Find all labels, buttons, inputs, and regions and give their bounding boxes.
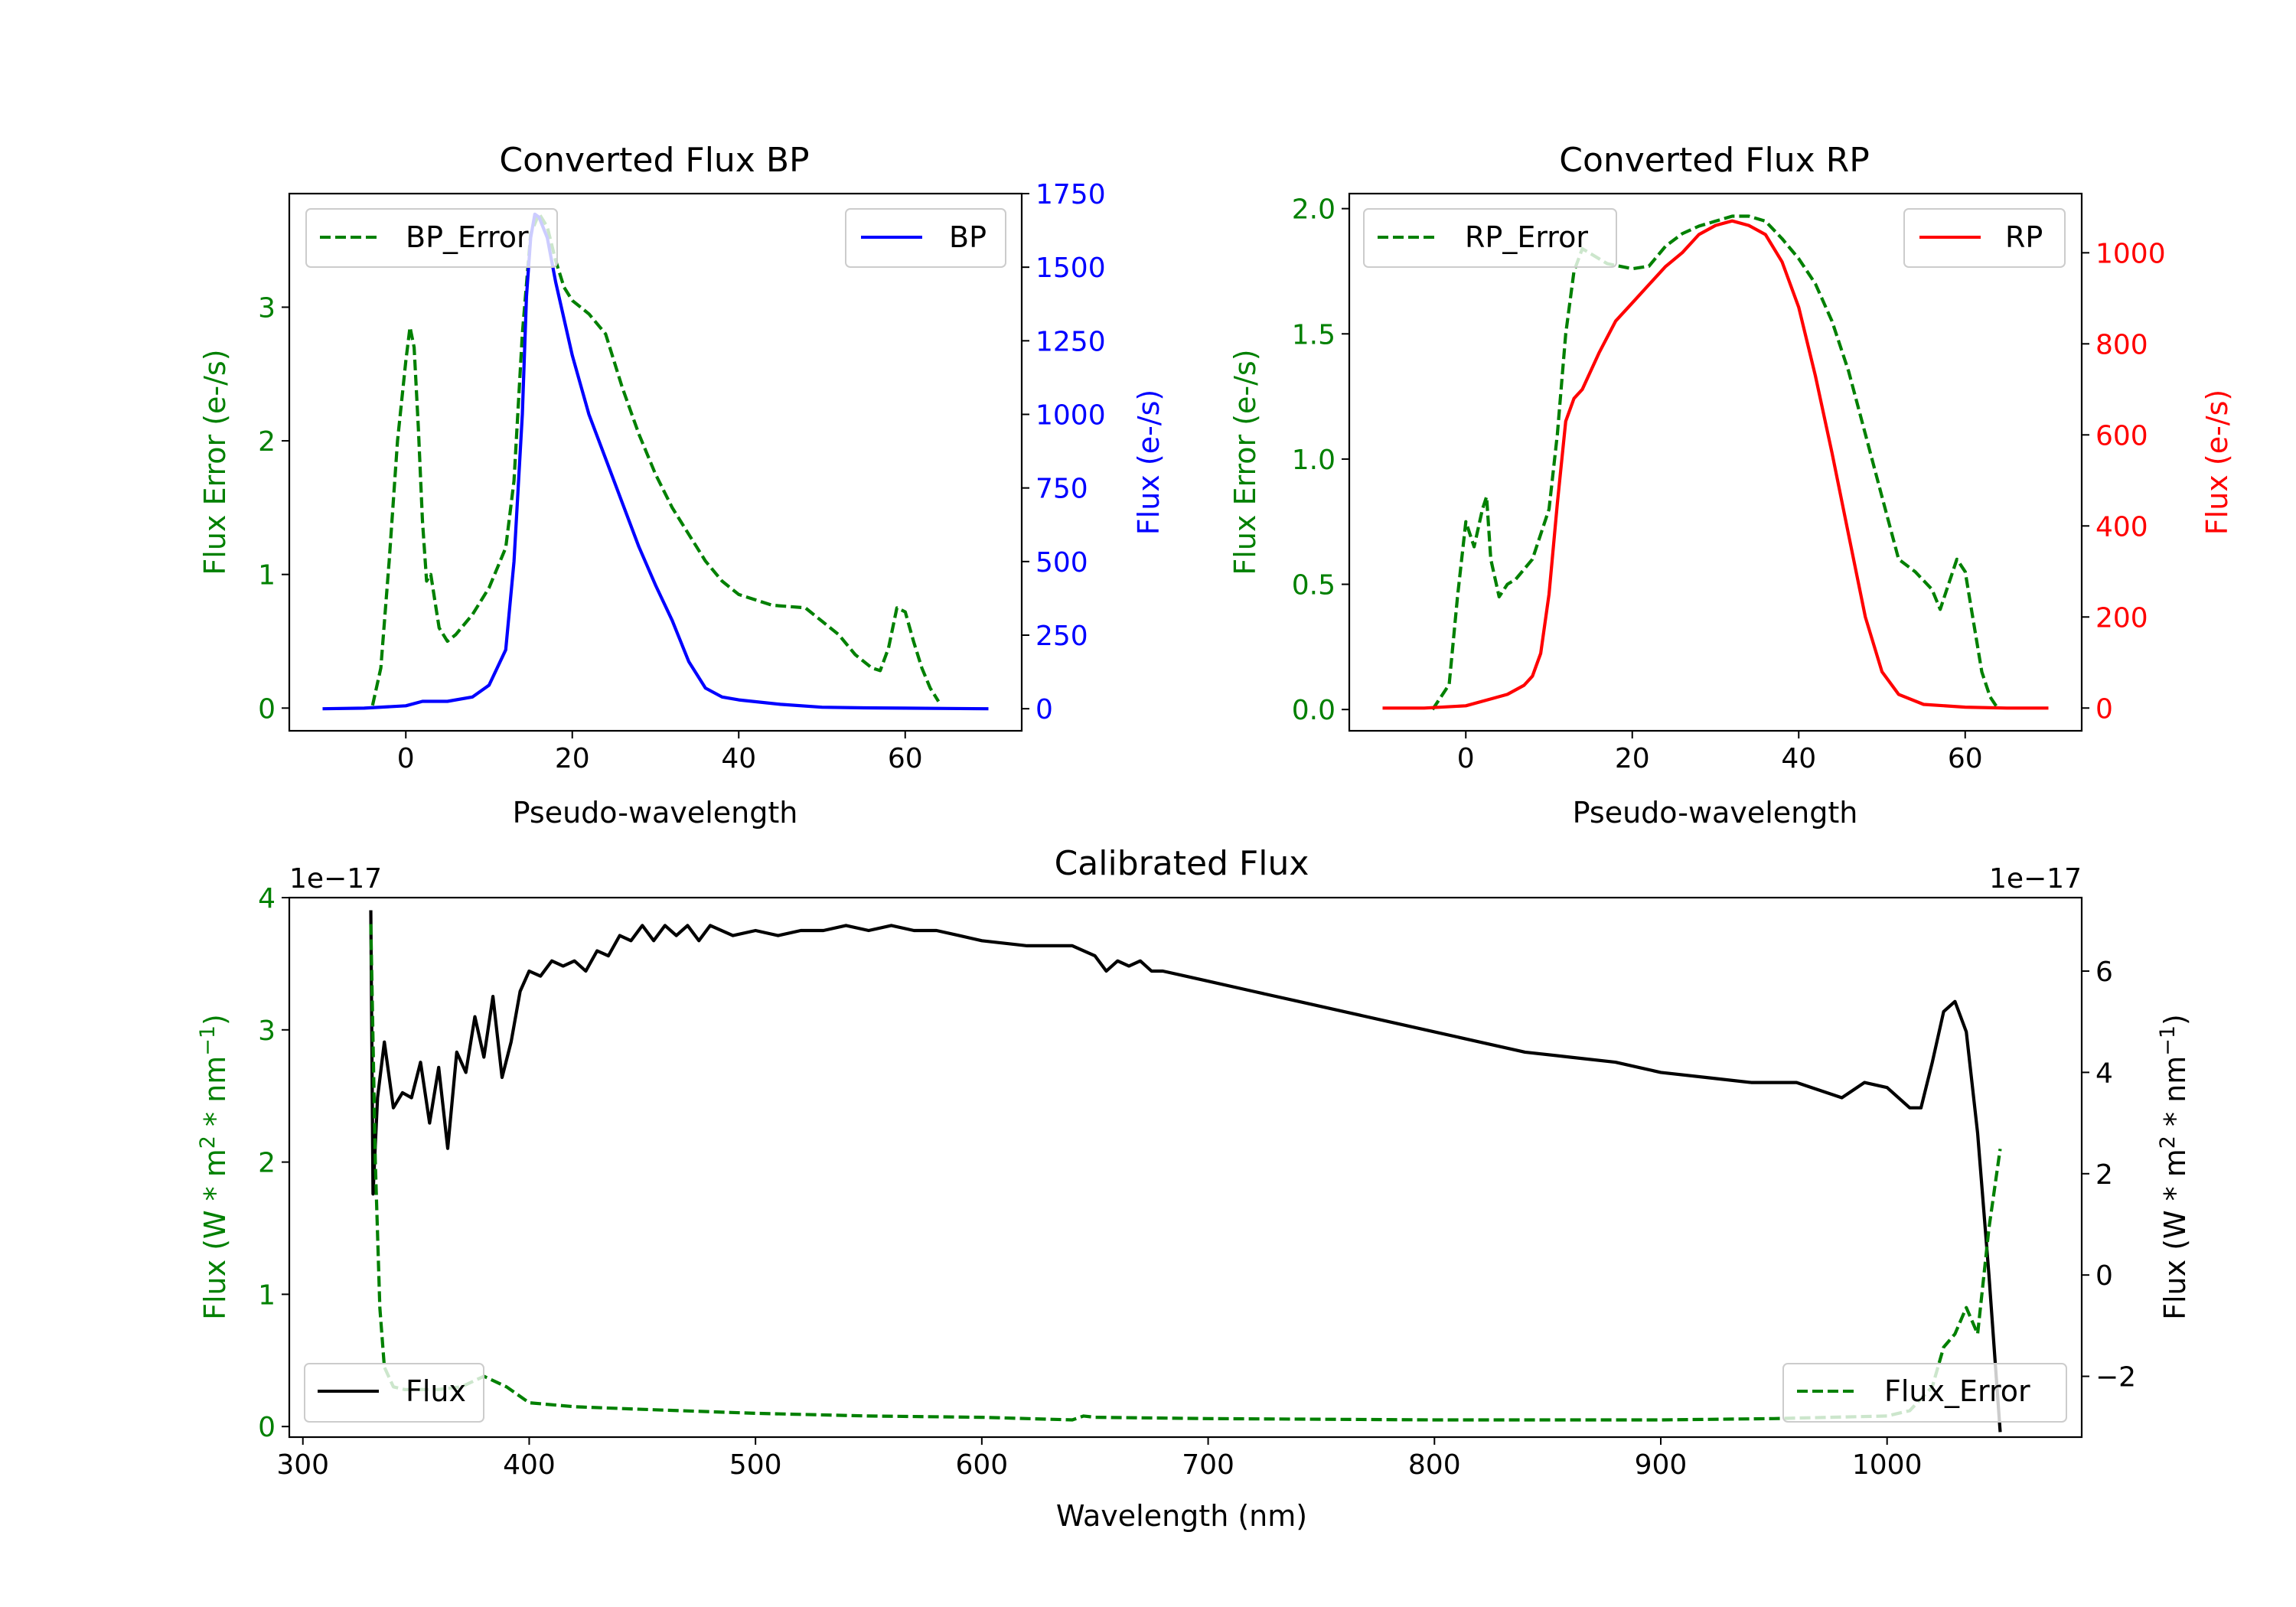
right-tick-label: 0 (1035, 694, 1053, 725)
right-tick-label: 200 (2095, 602, 2148, 634)
chart-bp-right-ticks: 0 250 500 750 1000 1250 1500 1750 (1022, 179, 1106, 725)
chart-rp-legend-flux: RP (1903, 208, 2066, 268)
right-tick-label: 1750 (1035, 179, 1106, 210)
right-tick-label: 4 (2095, 1058, 2113, 1089)
chart-bp-plot-area (322, 212, 989, 711)
chart-rp: Converted Flux RP 0 20 40 60 0.0 0.5 1.0 1.5 2.… (1228, 141, 2234, 830)
left-tick-label: 2 (258, 1148, 276, 1179)
chart-bp-frame (288, 192, 1023, 732)
right-tick-label: 1250 (1035, 326, 1106, 357)
chart-rp-left-ticks: 0.0 0.5 1.0 1.5 2.0 (1292, 194, 1349, 726)
left-tick-label: 0 (258, 1412, 276, 1443)
x-tick-label: 0 (397, 743, 415, 774)
left-tick-label: 2 (258, 426, 276, 458)
legend-label-bp-error: BP_Error (406, 220, 529, 254)
left-tick-label: 3 (258, 1015, 276, 1047)
left-tick-label: 1.5 (1292, 319, 1336, 350)
x-tick-label: 500 (729, 1449, 782, 1481)
chart-bp-left-ticks: 0 1 2 3 (258, 292, 289, 725)
chart-calibrated-right-offset: 1e−17 (1989, 863, 2082, 895)
chart-rp-x-ticks: 0 20 40 60 (1457, 731, 1983, 774)
right-tick-label: 600 (2095, 420, 2148, 451)
right-tick-label: 0 (2095, 1260, 2113, 1292)
right-tick-label: 6 (2095, 957, 2113, 988)
chart-calibrated: Calibrated Flux 300 400 500 600 700 800 900 100… (196, 844, 2192, 1533)
chart-calibrated-right-ticks: −2 0 2 4 6 (2082, 957, 2136, 1393)
chart-bp-x-label: Pseudo-wavelength (513, 796, 798, 830)
left-tick-label: 0 (258, 693, 276, 725)
left-tick-label: 0.0 (1292, 695, 1336, 726)
chart-bp-legend-error: BP_Error (305, 208, 558, 268)
x-tick-label: 300 (276, 1449, 329, 1481)
chart-calibrated-legend-error: Flux_Error (1782, 1363, 2067, 1423)
right-tick-label: 800 (2095, 329, 2148, 360)
legend-label-rp: RP (2005, 220, 2043, 254)
chart-calibrated-left-ticks: 0 1 2 3 4 (258, 883, 289, 1443)
chart-calibrated-legend-flux: Flux (304, 1363, 484, 1423)
legend-label-bp: BP (949, 220, 987, 254)
chart-rp-left-label: Flux Error (e-/s) (1228, 349, 1262, 575)
right-tick-label: 2 (2095, 1159, 2113, 1191)
left-tick-label: 3 (258, 292, 276, 324)
legend-label-flux: Flux (406, 1374, 466, 1408)
chart-rp-right-label: Flux (e-/s) (2200, 390, 2234, 535)
x-tick-label: 900 (1635, 1449, 1688, 1481)
x-tick-label: 40 (721, 743, 756, 774)
chart-bp: Converted Flux BP 0 20 40 60 0 1 2 3 0 250 500 75… (198, 141, 1166, 830)
chart-bp-x-ticks: 0 20 40 60 (397, 731, 923, 774)
chart-calibrated-x-label: Wavelength (nm) (1056, 1499, 1307, 1533)
chart-bp-right-label: Flux (e-/s) (1132, 390, 1166, 535)
chart-calibrated-title: Calibrated Flux (1055, 844, 1309, 883)
right-tick-label: 0 (2095, 693, 2113, 725)
left-tick-label: 0.5 (1292, 570, 1336, 601)
right-tick-label: 1000 (1035, 399, 1106, 431)
chart-rp-right-ticks: 0 200 400 600 800 1000 (2082, 238, 2166, 725)
chart-calibrated-x-ticks: 300 400 500 600 700 800 900 1000 (276, 1437, 1923, 1481)
x-tick-label: 600 (956, 1449, 1009, 1481)
right-tick-label: 400 (2095, 511, 2148, 543)
chart-rp-x-label: Pseudo-wavelength (1573, 796, 1858, 830)
right-tick-label: 750 (1035, 474, 1088, 505)
x-tick-label: 60 (888, 743, 923, 774)
x-tick-label: 0 (1457, 743, 1475, 774)
left-tick-label: 1.0 (1292, 445, 1336, 476)
series-rp-line (1382, 219, 2049, 710)
chart-rp-legend-error: RP_Error (1363, 208, 1617, 268)
left-tick-label: 1 (258, 1279, 276, 1311)
right-tick-label: 250 (1035, 621, 1088, 652)
x-tick-label: 40 (1781, 743, 1816, 774)
right-tick-label: 500 (1035, 547, 1088, 579)
right-tick-label: −2 (2095, 1362, 2136, 1393)
series-bp-line (322, 212, 989, 711)
right-tick-label: 1000 (2095, 238, 2166, 269)
chart-bp-legend-flux: BP (845, 208, 1006, 268)
chart-bp-left-label: Flux Error (e-/s) (198, 349, 232, 575)
right-tick-label: 1500 (1035, 253, 1106, 284)
series-bp-error-line (370, 212, 941, 706)
chart-calibrated-frame (288, 896, 2083, 1439)
chart-rp-title: Converted Flux RP (1559, 141, 1870, 180)
chart-bp-title: Converted Flux BP (499, 141, 809, 180)
x-tick-label: 60 (1948, 743, 1983, 774)
chart-rp-plot-area (1382, 214, 2049, 711)
chart-calibrated-right-label: Flux (W * m2 * nm−1) (2156, 1014, 2192, 1320)
legend-label-flux-error: Flux_Error (1884, 1374, 2030, 1408)
series-rp-error-line (1431, 214, 2001, 711)
left-tick-label: 2.0 (1292, 194, 1336, 226)
left-tick-label: 1 (258, 560, 276, 592)
x-tick-label: 20 (555, 743, 590, 774)
left-tick-label: 4 (258, 883, 276, 914)
x-tick-label: 800 (1408, 1449, 1461, 1481)
series-flux-line (369, 910, 2002, 1433)
x-tick-label: 700 (1182, 1449, 1234, 1481)
x-tick-label: 400 (503, 1449, 556, 1481)
chart-calibrated-left-label: Flux (W * m2 * nm−1) (196, 1014, 232, 1320)
x-tick-label: 20 (1615, 743, 1650, 774)
x-tick-label: 1000 (1852, 1449, 1923, 1481)
chart-calibrated-left-offset: 1e−17 (289, 863, 382, 895)
chart-rp-frame (1348, 192, 2083, 732)
legend-label-rp-error: RP_Error (1465, 220, 1588, 254)
